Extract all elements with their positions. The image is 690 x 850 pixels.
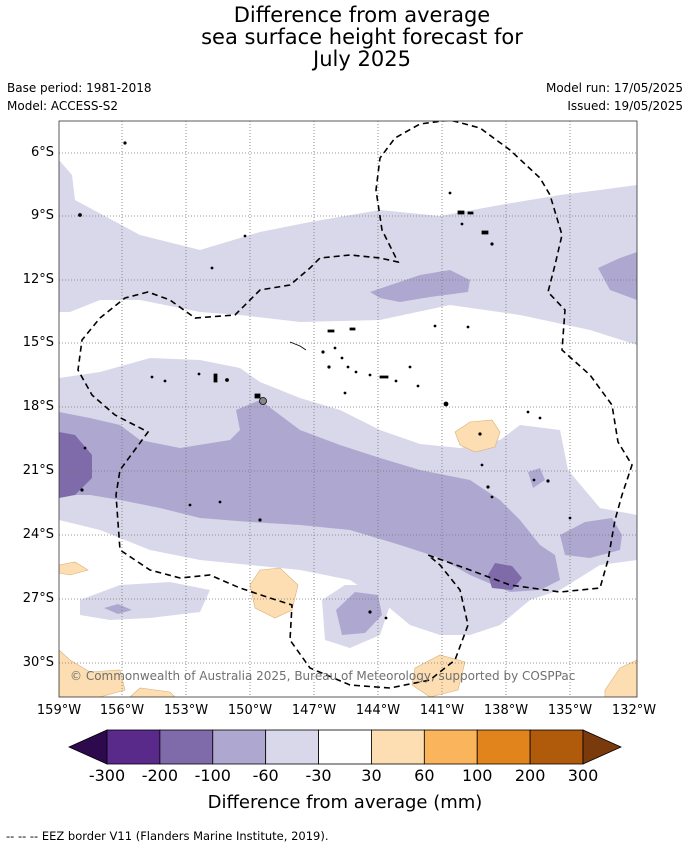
colorbar-tick-label: 100 [461,766,493,785]
colorbar-tick-label: 200 [514,766,546,785]
lat-tick-label: 18°S [22,399,54,414]
gridlines [59,121,637,697]
map-credit: © Commonwealth of Australia 2025, Bureau… [70,669,576,683]
colorbar-segment [106,729,161,765]
lat-tick-label: 24°S [22,527,54,542]
colorbar-tick-label: 300 [567,766,599,785]
meta-left: Base period: 1981-2018 Model: ACCESS-S2 [7,79,152,115]
lon-tick-label: 141°W [419,703,465,718]
contour-s-mid-1 [336,592,382,635]
lon-tick-label: 132°W [611,703,657,718]
islands [78,141,572,620]
colorbar-tick-label: -200 [141,766,179,785]
colorbar-segment [371,729,425,765]
issued-date: Issued: 19/05/2025 [567,99,683,113]
colorbar-extend-high [582,729,622,765]
colorbar-segment [159,729,214,765]
contour-pos-1 [454,419,501,453]
contour-e-strong [488,563,522,590]
colorbar-tick-label: 60 [414,766,435,785]
colorbar-segment [265,729,319,765]
lon-tick-label: 150°W [227,703,273,718]
colorbar-tick-label: 30 [361,766,382,785]
colorbar-tick-label: -300 [88,766,126,785]
contour-c-mid-2 [560,518,622,558]
lon-tick-label: 135°W [547,703,593,718]
colorbar-tick-label: -100 [194,766,231,785]
lat-tick-label: 6°S [30,145,54,160]
eez-border [77,121,633,689]
map-contours [59,121,637,697]
lat-tick-label: 12°S [22,272,54,287]
colorbar-segment [423,729,478,765]
contour-n-light [59,160,637,345]
contour-pos-6 [604,659,637,697]
colorbar-tick-label: -30 [305,766,332,785]
contour-s-mid-2 [104,604,132,614]
title-line-3: July 2025 [313,47,411,71]
colorbar-segment [318,729,372,765]
lon-tick-label: 159°W [36,703,82,718]
lat-tick-label: 21°S [22,463,54,478]
colorbar-title: Difference from average (mm) [207,792,483,813]
model-name: Model: ACCESS-S2 [7,99,119,113]
model-run: Model run: 17/05/2025 [545,81,683,95]
colorbar-segment [212,729,267,765]
map-frame [58,120,638,698]
contour-pos-4 [59,649,126,697]
lat-tick-label: 9°S [30,208,54,223]
contour-n-mid-1 [370,270,470,302]
colorbar-tick-labels: -300 -200 -100 -60 -30 30 60 100 200 300 [0,766,690,788]
meta-right: Model run: 17/05/2025 Issued: 19/05/2025 [546,79,683,115]
lat-tick-label: 27°S [22,591,54,606]
colorbar-tick-label: -60 [252,766,279,785]
title-line-1: Difference from average [233,3,491,27]
contour-n-mid-2 [598,252,637,300]
contour-pos-7 [129,687,176,697]
lat-tick-label: 30°S [22,655,54,670]
colorbar-extend-low [68,729,108,765]
colorbar-segment [529,729,584,765]
map-title: Difference from average sea surface heig… [0,4,690,70]
base-period: Base period: 1981-2018 [7,81,152,95]
lon-tick-label: 156°W [99,703,145,718]
lon-tick-label: 153°W [163,703,209,718]
contour-pos-5 [411,654,466,697]
lon-tick-label: 138°W [483,703,529,718]
colorbar-segment [476,729,531,765]
lat-tick-label: 15°S [22,335,54,350]
contour-pos-3 [59,561,89,576]
contour-c-mid [59,400,560,592]
contour-c-mid-3 [528,468,545,488]
colorbar [68,729,622,765]
title-line-2: sea surface height forecast for [201,25,523,49]
contour-pos-2 [249,567,299,619]
lon-tick-label: 144°W [355,703,401,718]
footer-note: -- -- -- EEZ border V11 (Flanders Marine… [6,829,329,843]
lon-tick-label: 147°W [291,703,337,718]
